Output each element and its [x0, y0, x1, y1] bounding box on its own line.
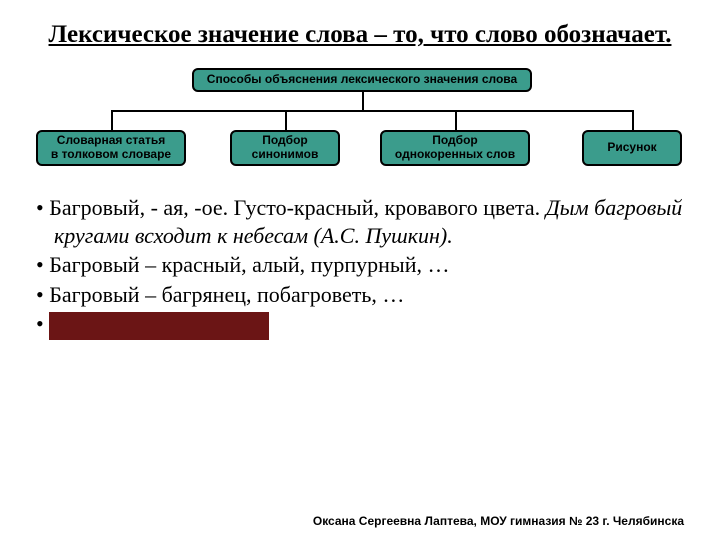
footer-credit: Оксана Сергеевна Лаптева, МОУ гимназия №…	[313, 514, 684, 528]
bullet-list: Багровый, - ая, -ое. Густо-красный, кров…	[36, 194, 684, 340]
color-swatch	[49, 312, 269, 340]
diagram-root: Способы объяснения лексического значения…	[192, 68, 532, 92]
connector-drop-2	[455, 110, 457, 130]
bullet-item-3	[36, 310, 684, 340]
diagram-child-2: Подбороднокоренных слов	[380, 130, 530, 166]
bullet-item-0: Багровый, - ая, -ое. Густо-красный, кров…	[36, 194, 684, 249]
connector-trunk	[362, 92, 364, 110]
connector-rail	[111, 110, 634, 112]
connector-drop-0	[111, 110, 113, 130]
title-text: Лексическое значение слова – то, что сло…	[49, 21, 672, 48]
slide: Лексическое значение слова – то, что сло…	[0, 0, 720, 540]
connector-drop-1	[285, 110, 287, 130]
bullet-item-1: Багровый – красный, алый, пурпурный, …	[36, 251, 684, 279]
bullet-text-1-0: Багровый – красный, алый, пурпурный, …	[49, 252, 449, 277]
diagram-child-0: Словарная статьяв толковом словаре	[36, 130, 186, 166]
diagram-child-3: Рисунок	[582, 130, 682, 166]
bullet-item-2: Багровый – багрянец, побагроветь, …	[36, 281, 684, 309]
diagram-child-1: Подборсинонимов	[230, 130, 340, 166]
bullet-text-0-0: Багровый, - ая, -ое. Густо-красный, кров…	[49, 195, 545, 220]
bullet-text-2-0: Багровый – багрянец, побагроветь, …	[49, 282, 404, 307]
page-title: Лексическое значение слова – то, что сло…	[36, 20, 684, 50]
diagram-container: Способы объяснения лексического значения…	[36, 68, 684, 168]
connector-drop-3	[632, 110, 634, 130]
